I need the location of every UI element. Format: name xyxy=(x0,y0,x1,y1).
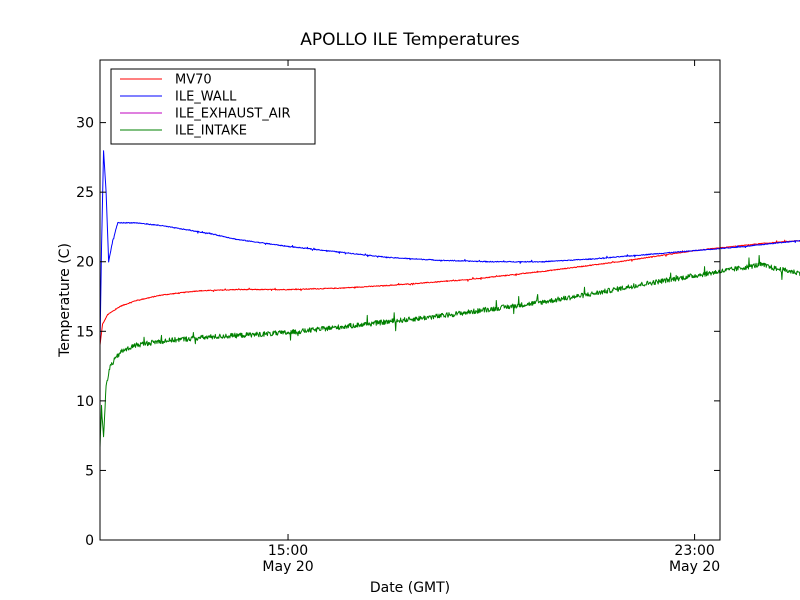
chart-title: APOLLO ILE Temperatures xyxy=(300,30,520,50)
plot-frame xyxy=(99,59,721,541)
y-axis-label: Temperature (C) xyxy=(57,243,73,358)
y-tick-label: 20 xyxy=(76,255,94,271)
x-tick-time-label: 15:00 xyxy=(268,543,308,559)
legend-label-3: ILE_INTAKE xyxy=(175,124,247,139)
legend-box xyxy=(110,68,316,145)
legend-label-1: ILE_WALL xyxy=(175,90,237,105)
series-line-3 xyxy=(99,254,800,448)
x-axis-label: Date (GMT) xyxy=(370,580,450,596)
y-tick-label: 30 xyxy=(76,116,94,132)
y-tick-label: 5 xyxy=(85,463,94,479)
x-tick-date-label: May 20 xyxy=(669,559,720,575)
y-tick-label: 25 xyxy=(76,185,94,201)
y-tick-label: 10 xyxy=(76,394,94,410)
legend-label-0: MV70 xyxy=(175,73,212,88)
series-layer xyxy=(99,150,800,448)
x-tick-date-label: May 20 xyxy=(262,559,313,575)
series-line-1 xyxy=(99,150,800,345)
x-tick-time-label: 23:00 xyxy=(674,543,714,559)
legend: MV70 ILE_WALL ILE_EXHAUST_AIR ILE_INTAKE xyxy=(110,68,316,145)
y-tick-label: 15 xyxy=(76,324,94,340)
y-tick-label: 0 xyxy=(85,533,94,549)
legend-label-2: ILE_EXHAUST_AIR xyxy=(175,107,291,122)
series-line-0 xyxy=(99,239,800,346)
